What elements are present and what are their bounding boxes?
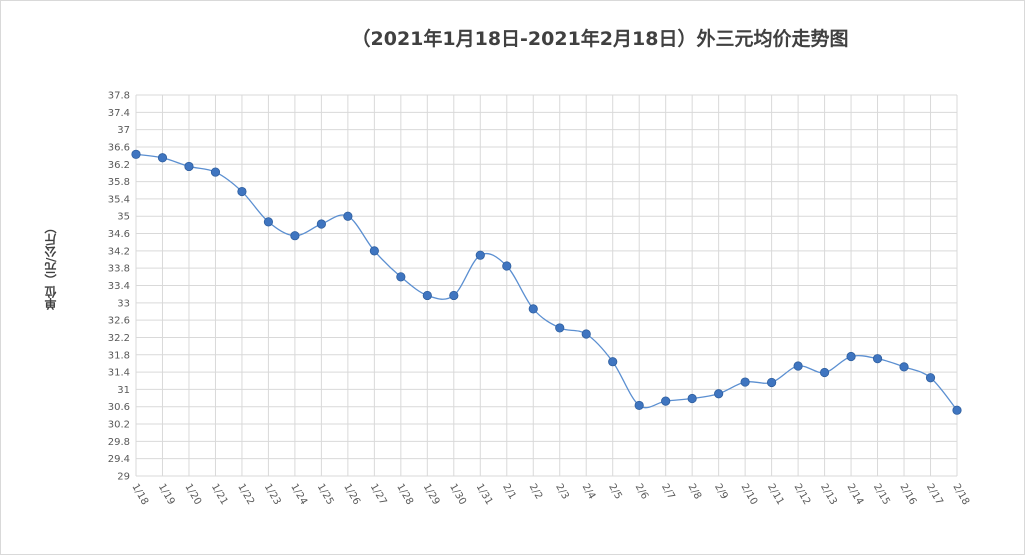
x-tick-label: 2/10 bbox=[739, 482, 760, 507]
data-point bbox=[661, 396, 671, 406]
data-point bbox=[369, 246, 379, 256]
x-axis-ticks: 1/18 1/19 1/20 1/21 1/22 1/23 1/24 1/25 1/26 1/27… bbox=[129, 482, 971, 507]
x-tick-label: 2/6 bbox=[633, 482, 651, 501]
data-point bbox=[608, 357, 618, 367]
x-tick-label: 1/24 bbox=[288, 482, 309, 507]
x-tick-label: 2/8 bbox=[686, 482, 704, 501]
y-tick-label: 36.2 bbox=[108, 160, 130, 171]
x-tick-label: 2/7 bbox=[659, 482, 677, 501]
y-tick-label: 35.4 bbox=[108, 194, 130, 205]
x-tick-label: 2/16 bbox=[897, 482, 918, 507]
x-tick-label: 2/12 bbox=[791, 482, 812, 507]
data-point bbox=[422, 290, 432, 301]
y-tick-label: 31.8 bbox=[108, 350, 130, 361]
x-tick-label: 2/18 bbox=[950, 482, 971, 507]
y-tick-label: 37.4 bbox=[108, 108, 130, 119]
data-point bbox=[687, 393, 697, 404]
data-point bbox=[184, 161, 194, 172]
data-point bbox=[343, 211, 353, 221]
data-point bbox=[237, 186, 247, 197]
y-tick-label: 37.8 bbox=[108, 91, 130, 102]
y-tick-label: 37 bbox=[117, 125, 130, 136]
y-tick-label: 34.2 bbox=[108, 246, 130, 257]
y-tick-label: 33.8 bbox=[108, 264, 130, 275]
x-tick-label: 2/13 bbox=[818, 482, 839, 507]
y-tick-label: 34.6 bbox=[108, 229, 130, 240]
x-tick-label: 1/18 bbox=[129, 482, 150, 507]
x-tick-label: 2/11 bbox=[765, 482, 786, 507]
x-tick-label: 1/25 bbox=[315, 482, 336, 507]
x-tick-label: 1/30 bbox=[447, 482, 468, 507]
data-point bbox=[819, 367, 830, 378]
data-point bbox=[634, 400, 644, 411]
y-tick-label: 30.6 bbox=[108, 402, 130, 413]
data-point bbox=[157, 153, 168, 163]
data-point bbox=[740, 377, 750, 387]
x-tick-label: 1/31 bbox=[474, 482, 495, 507]
chart-title: （2021年1月18日-2021年2月18日）外三元均价走势图 bbox=[351, 28, 849, 50]
data-point bbox=[528, 304, 538, 314]
y-tick-label: 30.2 bbox=[108, 420, 130, 431]
x-tick-label: 1/21 bbox=[209, 482, 230, 507]
x-tick-label: 1/19 bbox=[156, 482, 177, 507]
x-tick-label: 1/28 bbox=[394, 482, 415, 507]
x-tick-label: 2/17 bbox=[924, 482, 945, 507]
data-point bbox=[767, 377, 777, 388]
y-tick-label: 29.8 bbox=[108, 437, 130, 448]
data-point bbox=[899, 362, 909, 372]
x-tick-label: 1/23 bbox=[262, 482, 283, 507]
data-point bbox=[925, 373, 936, 383]
y-tick-label: 33.4 bbox=[108, 281, 130, 292]
x-tick-label: 1/20 bbox=[182, 482, 203, 507]
x-tick-label: 1/27 bbox=[368, 482, 389, 507]
y-tick-label: 32.6 bbox=[108, 316, 130, 327]
y-tick-label: 35.8 bbox=[108, 177, 130, 188]
y-axis-ticks: 29 29.4 29.8 30.2 30.6 31 31.4 31.8 32.2 32.6 33 33… bbox=[108, 91, 130, 483]
y-tick-label: 29 bbox=[117, 472, 130, 483]
x-tick-label: 2/5 bbox=[606, 482, 624, 501]
data-point bbox=[290, 231, 300, 241]
x-tick-label: 2/15 bbox=[871, 482, 892, 507]
y-tick-label: 35 bbox=[117, 212, 130, 223]
data-point bbox=[793, 361, 803, 371]
y-tick-label: 29.4 bbox=[108, 454, 130, 465]
x-tick-label: 1/22 bbox=[235, 482, 256, 507]
data-point bbox=[449, 290, 459, 301]
data-point bbox=[475, 250, 485, 260]
data-point bbox=[872, 354, 883, 364]
x-tick-label: 2/9 bbox=[712, 482, 730, 501]
x-tick-label: 2/1 bbox=[500, 482, 518, 501]
data-point bbox=[210, 167, 221, 177]
grid-lines bbox=[135, 94, 958, 477]
y-tick-label: 31 bbox=[117, 385, 130, 396]
data-point bbox=[316, 219, 326, 229]
data-point bbox=[555, 323, 565, 333]
data-point bbox=[581, 329, 591, 339]
x-tick-label: 1/26 bbox=[341, 482, 362, 507]
data-point bbox=[714, 389, 724, 399]
x-tick-label: 2/14 bbox=[844, 482, 865, 507]
y-tick-label: 36.6 bbox=[108, 142, 130, 153]
data-point bbox=[846, 351, 856, 362]
data-point bbox=[952, 405, 962, 415]
data-point bbox=[502, 261, 512, 271]
y-tick-label: 32.2 bbox=[108, 333, 130, 344]
x-tick-label: 2/2 bbox=[527, 482, 545, 501]
data-point bbox=[131, 149, 141, 159]
y-tick-label: 33 bbox=[117, 298, 130, 309]
y-tick-label: 31.4 bbox=[108, 368, 130, 379]
x-tick-label: 2/3 bbox=[553, 482, 571, 501]
data-points bbox=[131, 149, 962, 415]
data-point bbox=[396, 272, 406, 282]
x-tick-label: 1/29 bbox=[421, 482, 442, 507]
x-tick-label: 2/4 bbox=[580, 482, 598, 501]
data-point bbox=[263, 217, 274, 227]
